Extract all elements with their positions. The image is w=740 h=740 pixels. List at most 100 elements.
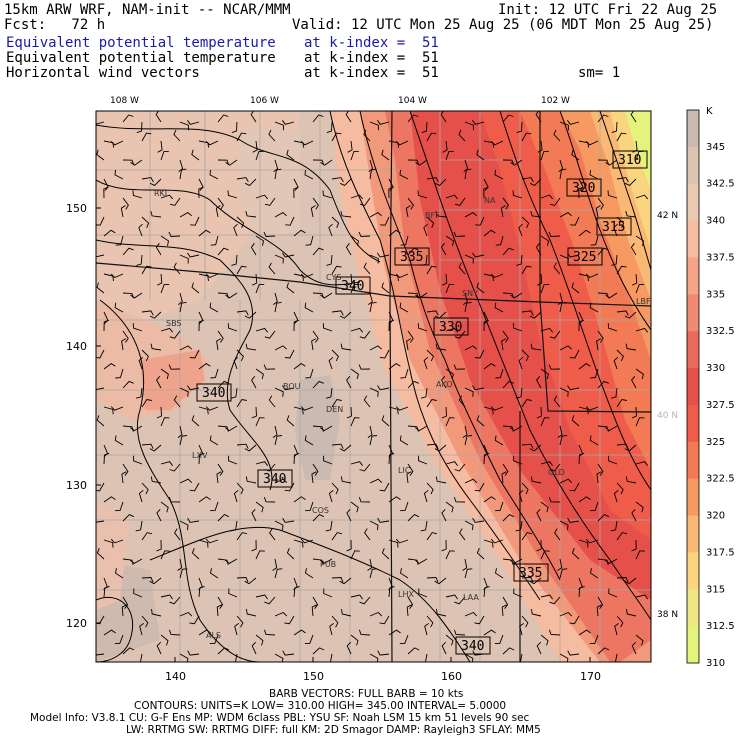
wind-barb: [521, 132, 532, 142]
wind-barb: [540, 368, 549, 380]
wind-barb: [274, 520, 284, 531]
wind-barb: [631, 509, 637, 522]
wind-barb: [304, 169, 314, 180]
wind-barb: [381, 548, 390, 560]
wind-barb: [418, 455, 428, 465]
wind-barb: [426, 398, 437, 408]
wind-barb: [350, 634, 359, 646]
wind-barb: [103, 363, 116, 370]
wind-barb: [553, 262, 561, 275]
field3-level: at k-index = 51: [304, 65, 439, 81]
wind-barb: [320, 159, 333, 166]
wind-barb: [624, 311, 637, 319]
wind-barb: [363, 129, 371, 142]
wind-barb: [463, 159, 469, 173]
station-label: LBF: [636, 297, 651, 306]
wind-barb: [616, 443, 629, 449]
wind-barb: [274, 345, 287, 351]
wind-barb: [590, 501, 599, 512]
wind-barb: [132, 190, 143, 199]
wind-barb: [293, 629, 306, 636]
wind-barb: [388, 496, 401, 503]
wind-barb: [155, 243, 162, 256]
wind-barb: [589, 435, 599, 446]
wind-barb: [464, 387, 474, 397]
station-label: SBS: [166, 319, 182, 328]
wind-barb: [483, 363, 496, 370]
wind-barb: [597, 514, 610, 522]
wind-barb: [442, 273, 448, 286]
wind-barb: [236, 398, 247, 408]
contour-info: CONTOURS: UNITS=K LOW= 310.00 HIGH= 345.…: [134, 700, 507, 712]
wind-barb: [490, 406, 504, 411]
wind-barb: [578, 363, 591, 370]
wind-barb: [454, 596, 466, 605]
wind-barb: [103, 229, 116, 237]
wind-barb: [169, 463, 181, 472]
wind-barb: [255, 634, 264, 646]
wind-barb: [472, 252, 485, 258]
wind-barb: [231, 121, 238, 134]
wind-barb: [198, 496, 211, 503]
colorbar-label: 322.5: [706, 474, 735, 485]
wind-barb: [187, 517, 200, 523]
wind-barb: [284, 349, 295, 359]
wind-barb: [173, 129, 181, 142]
wind-barb: [611, 121, 618, 134]
station-label: CYS: [326, 273, 341, 282]
wind-barb: [518, 356, 524, 370]
wind-barb: [502, 463, 509, 476]
wind-barb: [359, 463, 371, 472]
wind-barb: [369, 301, 377, 313]
wind-barb: [406, 471, 412, 484]
wind-barb: [255, 284, 265, 294]
colorbar-swatch: [687, 626, 699, 664]
wind-barb: [189, 349, 200, 359]
wind-barb: [328, 489, 334, 503]
wind-barb: [252, 140, 258, 153]
contour-label-box: [567, 247, 603, 266]
init-time: Init: 12 UTC Fri 22 Aug 25: [498, 2, 718, 18]
wind-barb: [210, 368, 219, 379]
wind-barb: [559, 168, 567, 180]
wind-barb: [549, 330, 561, 339]
wind-barb: [331, 216, 340, 228]
wind-barb: [483, 539, 494, 548]
wind-barb: [326, 254, 333, 266]
wind-barb: [358, 497, 371, 503]
wind-barb: [434, 444, 447, 452]
contour-label: 330: [439, 320, 462, 335]
wind-barb: [400, 368, 409, 379]
wind-barb: [490, 273, 504, 279]
station-label: SNY: [462, 289, 478, 298]
wind-barb: [209, 568, 219, 579]
station-label: ALS: [206, 631, 221, 640]
wind-barb: [331, 615, 339, 628]
colorbar-label: 337.5: [706, 252, 735, 263]
wind-barb: [149, 178, 162, 186]
wind-barb: [293, 444, 299, 458]
wind-barb: [405, 205, 411, 218]
wind-barb: [407, 514, 420, 522]
colorbar-label: 325: [706, 437, 725, 448]
wind-barb: [269, 528, 276, 541]
wind-barb: [311, 338, 317, 351]
wind-barb: [613, 223, 618, 237]
wind-barb: [210, 501, 219, 512]
contour-label-box: [455, 636, 491, 655]
wind-barb: [274, 212, 287, 218]
wind-barb: [103, 586, 110, 598]
y-tick-label: 130: [66, 479, 87, 492]
wind-barb: [483, 186, 489, 199]
wind-barb: [420, 520, 428, 532]
colorbar-swatch: [687, 478, 699, 517]
wind-barb: [589, 634, 599, 644]
station-label: COS: [312, 506, 329, 515]
wind-barb: [529, 311, 542, 319]
wind-barb: [501, 604, 507, 617]
state-borders: [96, 111, 651, 662]
wind-barb: [329, 653, 333, 662]
station-label: PUB: [320, 560, 336, 569]
wind-barb: [255, 417, 265, 427]
wind-barb: [198, 452, 205, 465]
